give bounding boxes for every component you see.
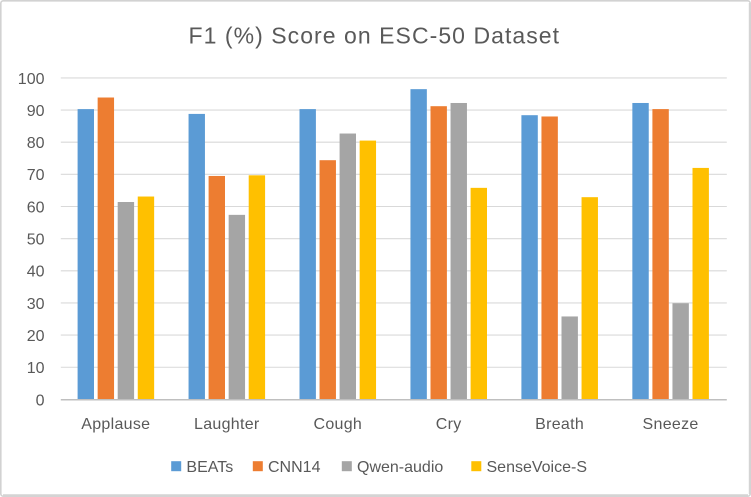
svg-text:Applause: Applause: [81, 416, 150, 433]
svg-text:Laughter: Laughter: [194, 416, 260, 433]
svg-text:Breath: Breath: [535, 416, 584, 433]
svg-text:Cough: Cough: [313, 416, 362, 433]
svg-text:BEATs: BEATs: [186, 459, 233, 476]
svg-text:80: 80: [27, 135, 45, 152]
svg-text:90: 90: [27, 103, 45, 120]
svg-text:0: 0: [36, 392, 45, 409]
svg-text:30: 30: [27, 296, 45, 313]
svg-text:F1 (%) Score on ESC-50 Dataset: F1 (%) Score on ESC-50 Dataset: [189, 23, 561, 49]
svg-text:100: 100: [18, 71, 45, 88]
svg-text:10: 10: [27, 360, 45, 377]
svg-text:40: 40: [27, 264, 45, 281]
svg-text:20: 20: [27, 328, 45, 345]
svg-text:CNN14: CNN14: [268, 459, 321, 476]
svg-text:SenseVoice-S: SenseVoice-S: [487, 459, 588, 476]
svg-text:Cry: Cry: [436, 416, 462, 433]
svg-text:Sneeze: Sneeze: [643, 416, 699, 433]
svg-text:Qwen-audio: Qwen-audio: [357, 459, 443, 476]
svg-text:70: 70: [27, 167, 45, 184]
svg-text:60: 60: [27, 199, 45, 216]
svg-text:50: 50: [27, 232, 45, 249]
